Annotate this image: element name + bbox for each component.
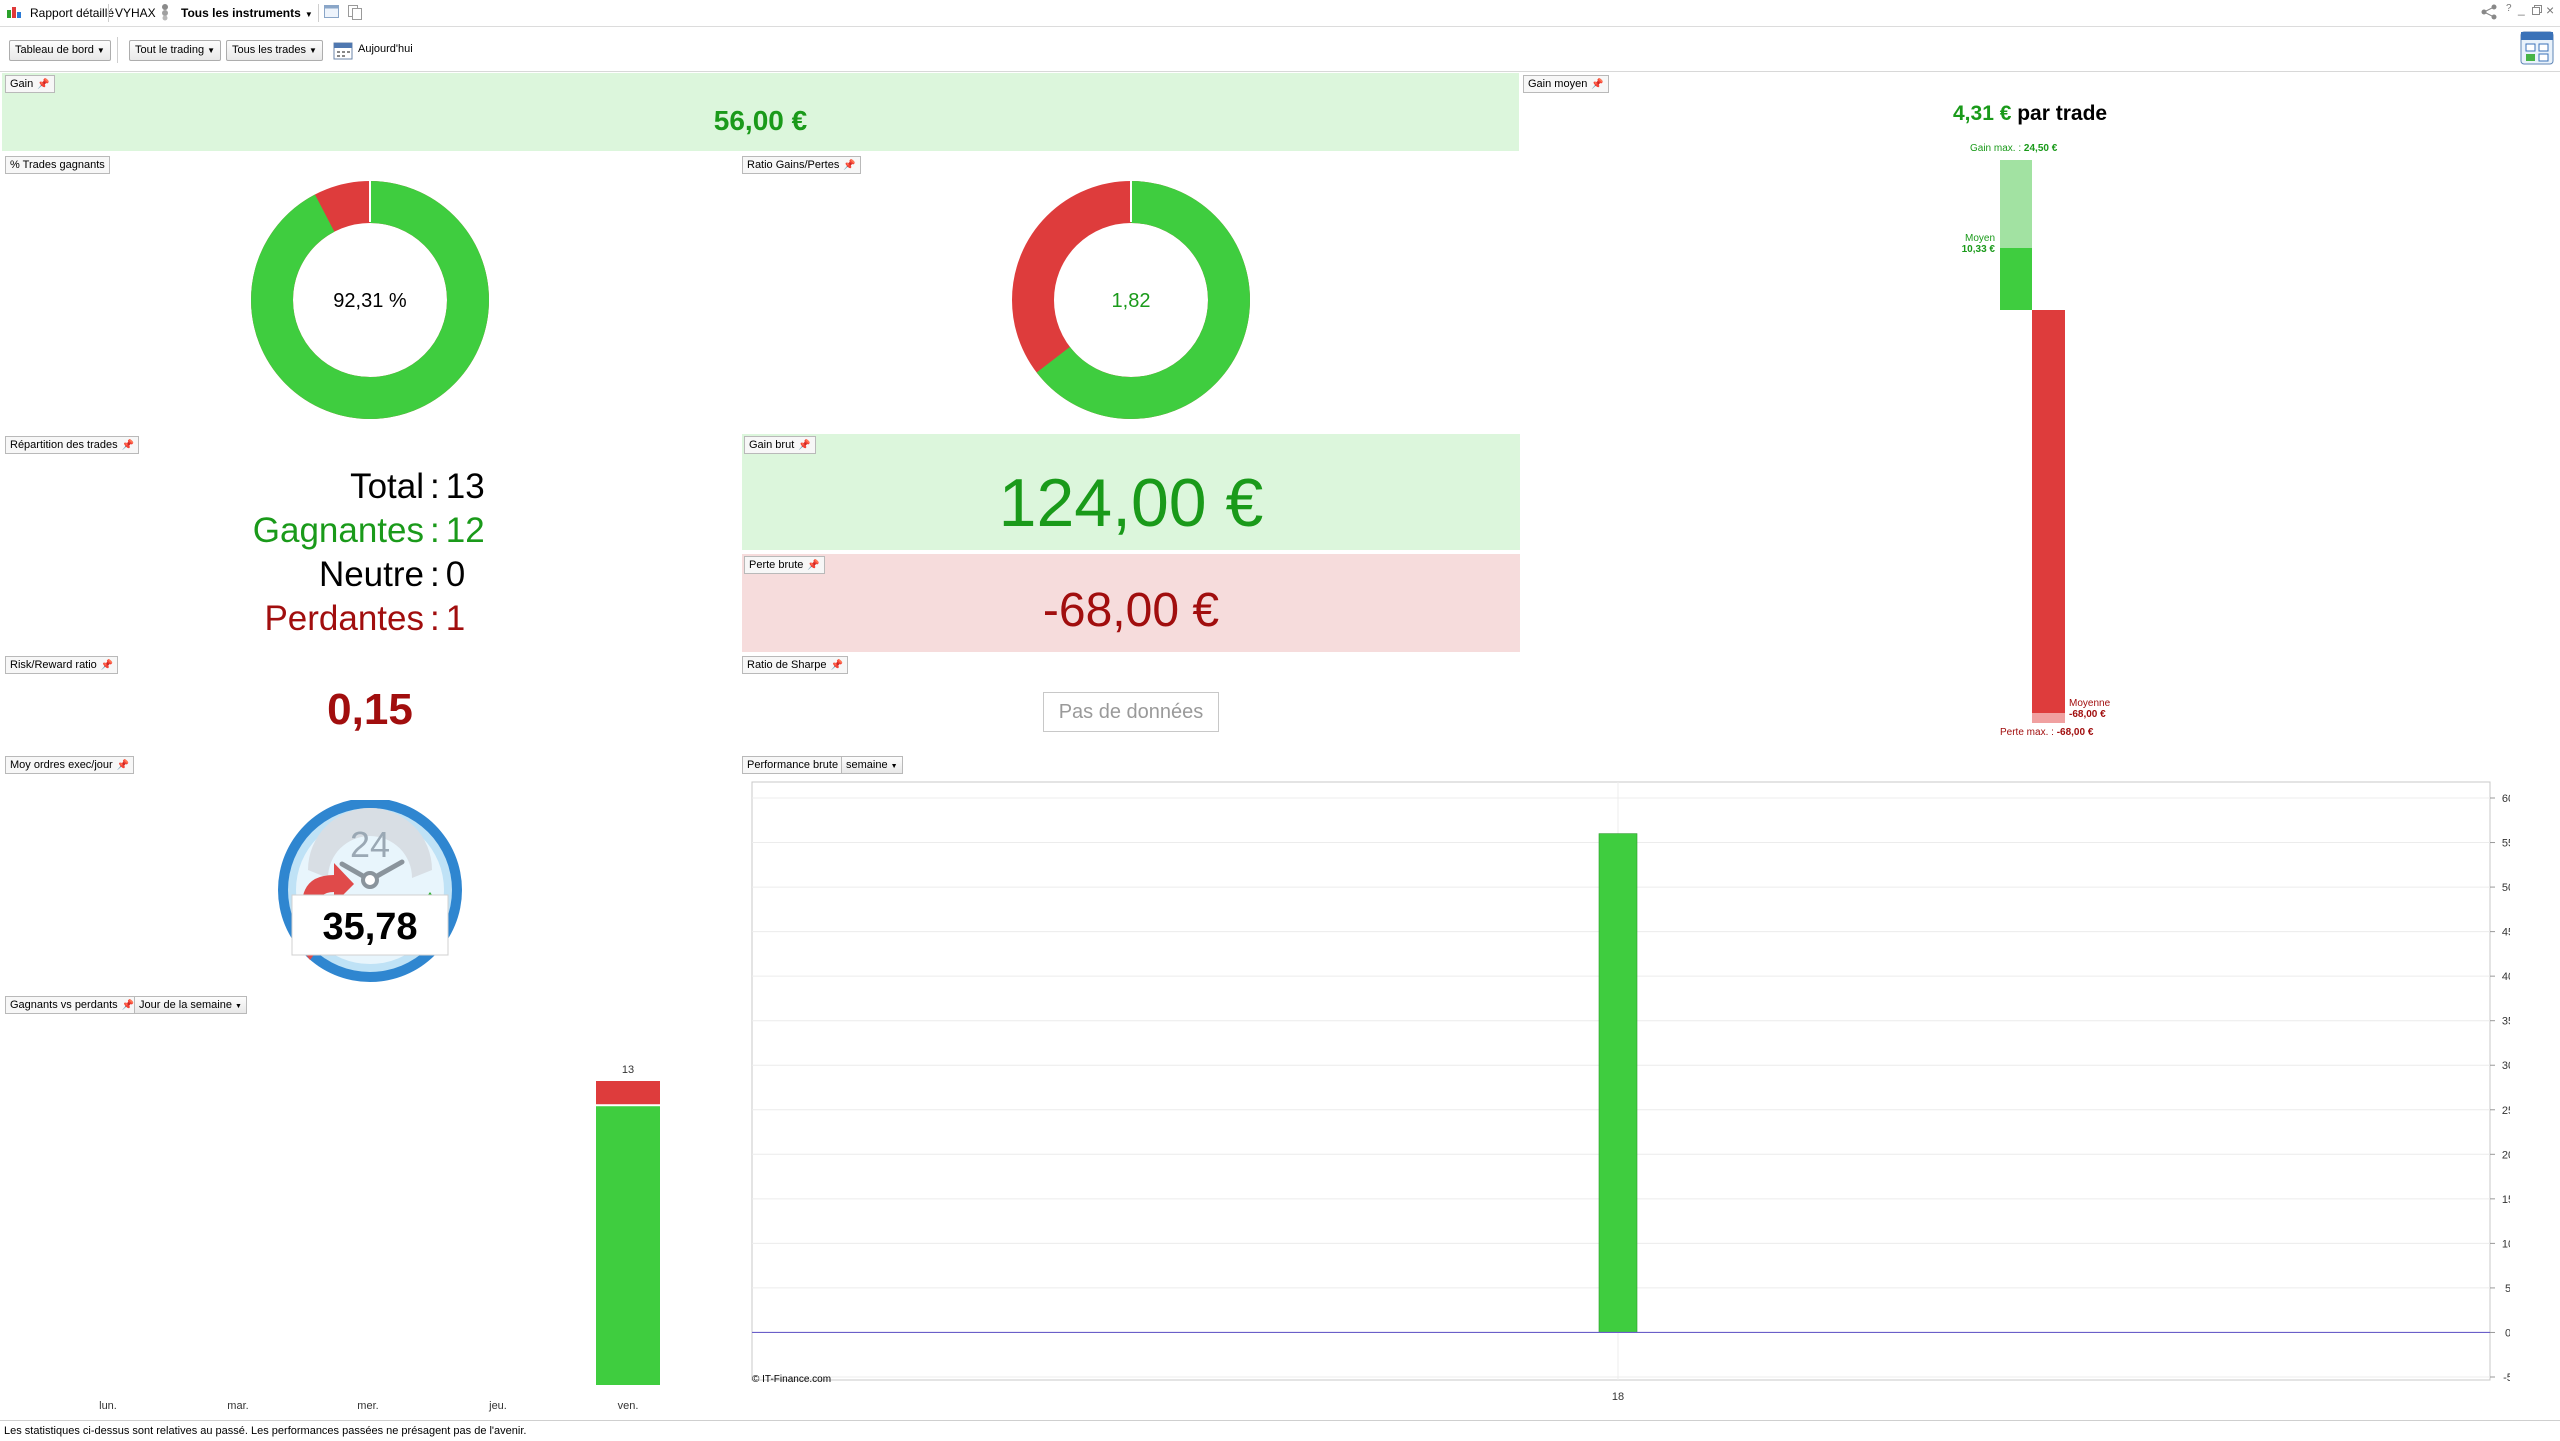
gain-moyen-value: 4,31 € par trade bbox=[1953, 102, 2108, 125]
y-tick-label: 45 bbox=[2502, 927, 2510, 939]
y-tick-label: 25 bbox=[2502, 1105, 2510, 1117]
repartition-row-neutre: Neutre:0 bbox=[318, 555, 466, 594]
gvp-day-label: lun. bbox=[99, 1400, 117, 1412]
today-label[interactable]: Aujourd'hui bbox=[358, 43, 413, 55]
y-tick-label: 60 bbox=[2502, 793, 2510, 805]
symbol-label[interactable]: VYHAX bbox=[115, 6, 156, 20]
risk-reward-value: 0,15 bbox=[327, 685, 413, 734]
status-bar: Les statistiques ci-dessus sont relative… bbox=[0, 1420, 2560, 1441]
gvp-label[interactable]: Gagnants vs perdants 📌 bbox=[5, 996, 140, 1014]
moy-ordres-value: 35,78 bbox=[322, 906, 418, 948]
x-tick-label: 18 bbox=[1612, 1391, 1624, 1403]
gain-max-bar bbox=[2000, 160, 2032, 248]
y-tick-label: 30 bbox=[2502, 1060, 2510, 1072]
y-tick-label: 55 bbox=[2502, 838, 2510, 850]
instruments-icon bbox=[159, 3, 171, 24]
help-icon[interactable]: ? bbox=[2506, 3, 2512, 14]
minimize-icon[interactable]: _ bbox=[2518, 2, 2525, 16]
pct-gagnants-label[interactable]: % Trades gagnants bbox=[5, 156, 110, 174]
perte-moyenne-bar bbox=[2032, 310, 2065, 713]
repartition-row-total: Total:13 bbox=[350, 467, 485, 506]
repartition-list: Total:13 Gagnantes:12 Neutre:0 Perdantes… bbox=[100, 465, 700, 641]
moyen-text: Moyen 10,33 € bbox=[1961, 233, 1995, 255]
y-tick-label: 10 bbox=[2502, 1238, 2510, 1250]
gain-max-text: Gain max. : 24,50 € bbox=[1970, 143, 2058, 154]
gain-brut-panel bbox=[742, 434, 1520, 550]
gain-brut-label[interactable]: Gain brut 📌 bbox=[744, 436, 816, 454]
perte-brute-label[interactable]: Perte brute 📌 bbox=[744, 556, 825, 574]
share-icon[interactable] bbox=[2480, 4, 2498, 23]
title-bar: Rapport détaillé VYHAX Tous les instrume… bbox=[0, 0, 2560, 27]
performance-bar bbox=[1598, 833, 1638, 1333]
toolbar: Tableau de bord ▼ Tout le trading ▼ Tous l… bbox=[0, 27, 2560, 72]
y-tick-label: 40 bbox=[2502, 971, 2510, 983]
report-settings-icon[interactable] bbox=[2520, 31, 2554, 68]
trading-dropdown[interactable]: Tout le trading ▼ bbox=[129, 40, 222, 61]
risk-reward-label[interactable]: Risk/Reward ratio 📌 bbox=[5, 656, 119, 674]
y-tick-label: 20 bbox=[2502, 1149, 2510, 1161]
perte-max-bar bbox=[2032, 713, 2065, 723]
gvp-win-bar bbox=[596, 1106, 660, 1385]
gvp-day-label: mar. bbox=[227, 1400, 248, 1412]
clock-icon: 24 bbox=[278, 800, 462, 982]
gvp-chart: lun. mar. mer. jeu. 13 ven. bbox=[99, 1064, 660, 1412]
sharpe-no-data: Pas de données bbox=[1043, 692, 1219, 732]
dashboard-dropdown[interactable]: Tableau de bord ▼ bbox=[9, 40, 111, 61]
gain-moyen-label[interactable]: Gain moyen 📌 bbox=[1523, 75, 1609, 93]
gvp-day-label: mer. bbox=[357, 1400, 378, 1412]
window-icon[interactable] bbox=[324, 5, 339, 21]
y-tick-label: -5 bbox=[2503, 1372, 2510, 1384]
moy-ordres-label[interactable]: Moy ordres exec/jour 📌 bbox=[5, 756, 135, 774]
gvp-total-label: 13 bbox=[622, 1064, 634, 1076]
copy-icon[interactable] bbox=[348, 5, 362, 23]
gvp-period-dropdown[interactable]: Jour de la semaine ▼ bbox=[134, 996, 247, 1014]
gvp-loss-bar bbox=[596, 1081, 660, 1105]
y-tick-label: 5 bbox=[2505, 1283, 2510, 1295]
repartition-label[interactable]: Répartition des trades 📌 bbox=[5, 436, 140, 454]
gain-label[interactable]: Gain 📌 bbox=[5, 75, 55, 93]
gvp-day-label: jeu. bbox=[488, 1400, 507, 1412]
ratio-gains-donut bbox=[1012, 180, 1250, 419]
perte-brute-value: -68,00 € bbox=[1042, 584, 1220, 637]
ratio-gains-value: 1,82 bbox=[1111, 290, 1151, 312]
y-tick-label: 35 bbox=[2502, 1016, 2510, 1028]
close-icon[interactable]: × bbox=[2546, 2, 2555, 18]
performance-label: Performance brute bbox=[742, 756, 844, 774]
calendar-icon[interactable] bbox=[333, 40, 353, 63]
y-tick-label: 0 bbox=[2505, 1327, 2510, 1339]
y-tick-label: 50 bbox=[2502, 882, 2510, 894]
ratio-gains-label[interactable]: Ratio Gains/Pertes 📌 bbox=[742, 156, 861, 174]
copyright-text: © IT-Finance.com bbox=[752, 1374, 832, 1385]
repartition-row-gagnantes: Gagnantes:12 bbox=[252, 511, 485, 550]
gain-panel bbox=[2, 73, 1519, 151]
trades-dropdown[interactable]: Tous les trades ▼ bbox=[226, 40, 323, 61]
performance-chart: 605550454035302520151050-518 bbox=[751, 781, 2510, 1403]
pct-gagnants-value: 92,31 % bbox=[333, 290, 407, 312]
gain-brut-value: 124,00 € bbox=[998, 465, 1264, 541]
gvp-day-label: ven. bbox=[618, 1400, 639, 1412]
pct-gagnants-donut bbox=[251, 180, 489, 419]
y-tick-label: 15 bbox=[2502, 1194, 2510, 1206]
repartition-row-perdantes: Perdantes:1 bbox=[264, 599, 466, 638]
sharpe-label[interactable]: Ratio de Sharpe 📌 bbox=[742, 656, 848, 674]
perte-brute-panel bbox=[742, 554, 1520, 652]
restore-icon[interactable] bbox=[2532, 4, 2542, 18]
gain-moyen-bar bbox=[2000, 248, 2032, 310]
tab-rapport-detaille[interactable]: Rapport détaillé bbox=[30, 6, 115, 20]
moyenne-text: Moyenne -68,00 € bbox=[2069, 698, 2111, 720]
performance-period-dropdown[interactable]: semaine ▼ bbox=[841, 756, 903, 774]
gain-value: 56,00 € bbox=[713, 105, 808, 136]
perte-max-text: Perte max. : -68,00 € bbox=[2000, 727, 2094, 738]
instruments-dropdown[interactable]: Tous les instruments ▼ bbox=[181, 6, 313, 20]
report-app-icon bbox=[6, 5, 22, 22]
clock-number: 24 bbox=[350, 824, 390, 865]
